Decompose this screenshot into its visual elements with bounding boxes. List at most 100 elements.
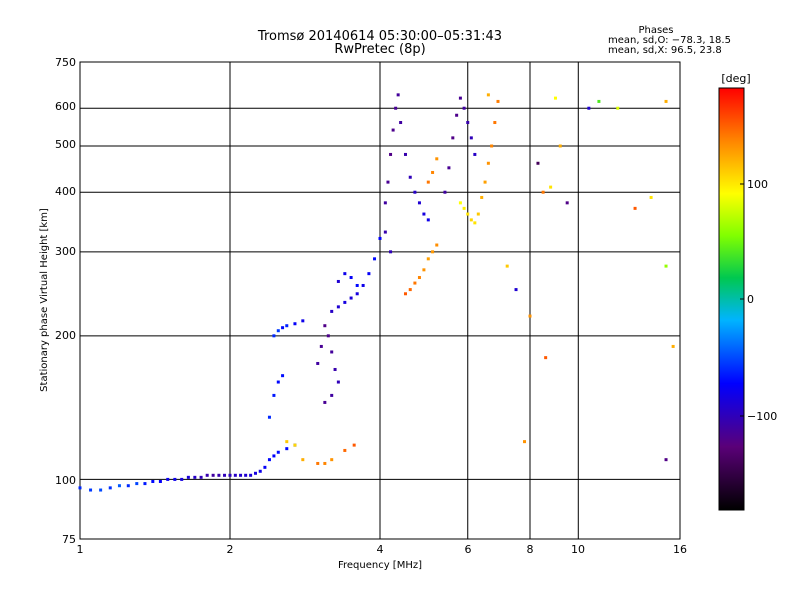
data-point <box>223 473 227 477</box>
x-tick-label: 4 <box>377 543 384 556</box>
data-point <box>396 93 400 97</box>
data-point <box>180 477 184 481</box>
data-point <box>664 264 668 268</box>
stats-line-o: mean, sd,O: −78.3, 18.5 <box>608 35 731 46</box>
chart-subtitle: RwPretec (8p) <box>334 42 425 57</box>
x-tick-label: 10 <box>571 543 585 556</box>
colorbar-gradient <box>718 87 745 511</box>
data-point <box>276 380 280 384</box>
data-point <box>301 319 305 323</box>
data-point <box>490 144 494 148</box>
data-point <box>78 486 82 490</box>
data-point <box>352 443 356 447</box>
data-point <box>549 185 553 189</box>
data-point <box>293 322 297 326</box>
data-point <box>408 288 412 292</box>
data-point <box>349 296 353 300</box>
data-point <box>285 324 289 328</box>
data-point <box>496 99 500 103</box>
data-point <box>367 272 371 276</box>
plot-area <box>78 61 681 540</box>
data-point <box>462 106 466 110</box>
data-point <box>523 440 527 444</box>
data-point <box>272 393 276 397</box>
data-point <box>272 334 276 338</box>
data-point <box>355 283 359 287</box>
data-point <box>117 484 121 488</box>
data-point <box>319 344 323 348</box>
y-tick-label: 400 <box>55 185 76 198</box>
colorbar-tick-label: −100 <box>747 410 777 423</box>
data-point <box>349 276 353 280</box>
data-point <box>89 488 93 492</box>
data-point <box>281 374 285 378</box>
data-point <box>649 195 653 199</box>
data-point <box>664 458 668 462</box>
data-point <box>451 136 455 140</box>
data-point <box>330 350 334 354</box>
data-point <box>544 356 548 360</box>
data-point <box>333 367 337 371</box>
data-point <box>486 161 490 165</box>
data-point <box>541 190 545 194</box>
data-point <box>431 170 435 174</box>
y-tick-labels: 75 100 200 300 400 500 600 750 <box>55 56 76 546</box>
data-point <box>528 314 532 318</box>
data-point <box>143 482 147 486</box>
data-point <box>323 324 327 328</box>
data-point <box>355 292 359 296</box>
data-point <box>253 471 257 475</box>
data-point <box>426 257 430 261</box>
data-point <box>228 473 232 477</box>
data-point <box>462 206 466 210</box>
colorbar-tick-label: 0 <box>747 293 754 306</box>
x-tick-label: 8 <box>527 543 534 556</box>
data-point <box>389 250 393 254</box>
colorbar: [deg] 100 0 −100 <box>718 72 777 511</box>
data-point <box>466 121 470 125</box>
data-point <box>383 230 387 234</box>
data-point <box>394 106 398 110</box>
data-point <box>249 473 253 477</box>
x-tick-labels: 1 2 4 6 8 10 16 <box>77 543 688 556</box>
data-point <box>447 166 451 170</box>
data-point <box>126 484 130 488</box>
data-point <box>285 440 289 444</box>
data-point <box>422 212 426 216</box>
data-point <box>469 218 473 222</box>
data-point <box>417 276 421 280</box>
data-point <box>426 218 430 222</box>
data-point <box>336 279 340 283</box>
data-point <box>386 180 390 184</box>
data-point <box>330 309 334 313</box>
data-point <box>426 180 430 184</box>
data-point <box>413 190 417 194</box>
data-point <box>336 380 340 384</box>
data-point <box>272 454 276 458</box>
data-point <box>536 161 540 165</box>
data-point <box>135 482 139 486</box>
data-point <box>316 461 320 465</box>
data-point <box>633 206 637 210</box>
x-tick-label: 16 <box>673 543 687 556</box>
y-tick-label: 750 <box>55 56 76 69</box>
colorbar-tick-label: 100 <box>747 178 768 191</box>
data-point <box>435 243 439 247</box>
data-point <box>293 443 297 447</box>
data-point <box>431 250 435 254</box>
data-point <box>276 329 280 333</box>
data-point <box>480 195 484 199</box>
data-point <box>267 415 271 419</box>
data-point <box>473 221 477 225</box>
data-point <box>505 264 509 268</box>
data-point <box>316 361 320 365</box>
data-point <box>193 475 197 479</box>
data-point <box>466 212 470 216</box>
data-point <box>211 473 215 477</box>
y-tick-label: 300 <box>55 245 76 258</box>
data-point <box>326 334 330 338</box>
data-point <box>173 477 177 481</box>
data-point <box>473 152 477 156</box>
data-point <box>330 458 334 462</box>
data-point <box>383 201 387 205</box>
